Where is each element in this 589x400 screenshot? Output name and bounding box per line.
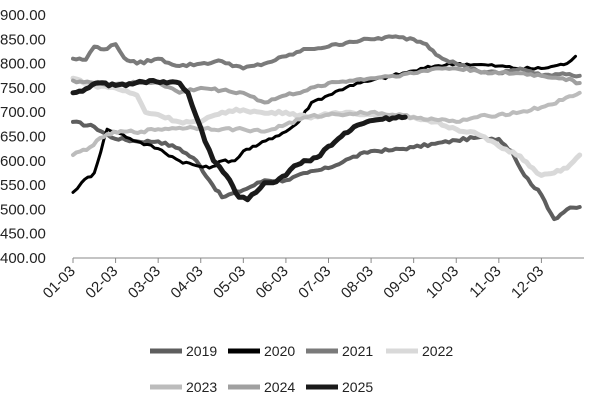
x-tick-label: 11-03: [466, 263, 504, 301]
x-tick-label: 02-03: [82, 263, 121, 302]
x-axis: 01-03 02-03 03-03 04-03 05-03 06-03 07-03 08-03…: [40, 257, 584, 302]
x-tick-label: 01-03: [40, 263, 79, 302]
series-line-2022: [70, 75, 583, 178]
x-tick-label: 10-03: [423, 263, 462, 302]
x-tick-label: 12-03: [508, 263, 547, 302]
legend-label: 2022: [422, 343, 453, 359]
y-tick-label: 500.00: [0, 201, 46, 218]
y-tick-label: 400.00: [0, 250, 46, 267]
x-tick-label: 07-03: [295, 263, 334, 302]
legend-item-2021: 2021: [306, 343, 373, 359]
series-line-2020: [71, 54, 577, 194]
legend-label: 2023: [186, 379, 217, 395]
y-tick-label: 550.00: [0, 177, 46, 194]
y-tick-label: 900.00: [0, 7, 46, 24]
x-tick-label: 08-03: [338, 263, 377, 302]
legend-label: 2020: [264, 343, 295, 359]
legend-label: 2025: [342, 379, 373, 395]
legend-item-2022: 2022: [386, 343, 453, 359]
legend-item-2020: 2020: [228, 343, 295, 359]
y-tick-label: 450.00: [0, 226, 46, 243]
x-tick-label: 09-03: [380, 263, 419, 302]
x-tick-label: 04-03: [167, 263, 206, 302]
y-tick-label: 600.00: [0, 153, 46, 170]
series-line-2019: [71, 119, 582, 222]
series-line-2025: [70, 78, 408, 203]
legend-item-2019: 2019: [150, 343, 217, 359]
legend: 2019 2020 2021 2022 2023 2024 2025: [150, 343, 453, 395]
legend-item-2025: 2025: [306, 379, 373, 395]
legend-label: 2021: [342, 343, 373, 359]
x-tick-label: 03-03: [125, 263, 164, 302]
legend-label: 2024: [264, 379, 295, 395]
x-tick-label: 06-03: [253, 263, 292, 302]
legend-item-2024: 2024: [228, 379, 295, 395]
y-axis-labels: 900.00 850.00 800.00 750.00 700.00 650.00 600.…: [0, 7, 46, 267]
y-tick-label: 800.00: [0, 56, 46, 73]
series-lines: [70, 34, 583, 222]
y-tick-label: 650.00: [0, 129, 46, 146]
legend-item-2023: 2023: [150, 379, 217, 395]
series-line-2023: [71, 90, 582, 157]
legend-label: 2019: [186, 343, 217, 359]
x-tick-label: 05-03: [210, 263, 249, 302]
y-tick-label: 750.00: [0, 80, 46, 97]
y-tick-label: 700.00: [0, 104, 46, 121]
y-tick-label: 850.00: [0, 31, 46, 48]
